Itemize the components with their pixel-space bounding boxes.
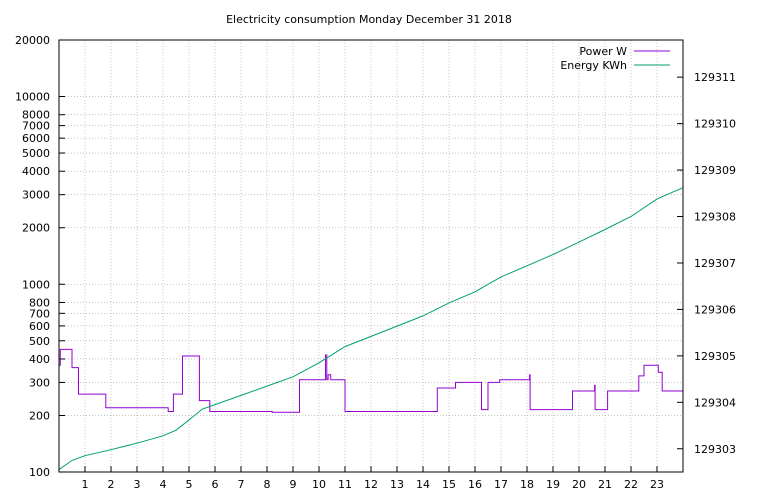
y-tick-label: 6000 bbox=[22, 132, 50, 145]
y2-tick-label: 129311 bbox=[694, 71, 736, 84]
y-tick-label: 5000 bbox=[22, 147, 50, 160]
x-tick-label: 7 bbox=[238, 478, 245, 491]
x-tick-label: 4 bbox=[160, 478, 167, 491]
y-tick-label: 100 bbox=[29, 466, 50, 479]
x-tick-label: 17 bbox=[494, 478, 508, 491]
x-axis-ticks: 1 2 3 4 5 6 7 8 9 10 11 12 13 14 15 16 17 18 19 20 21 22 23 bbox=[82, 466, 664, 491]
x-tick-label: 12 bbox=[364, 478, 378, 491]
y2-tick-label: 129303 bbox=[694, 443, 736, 456]
legend-label: Power W bbox=[579, 45, 627, 58]
x-tick-label: 22 bbox=[624, 478, 638, 491]
gridlines bbox=[59, 39, 683, 473]
y-tick-label: 1000 bbox=[22, 278, 50, 291]
x-tick-label: 15 bbox=[442, 478, 456, 491]
y2-tick-label: 129306 bbox=[694, 303, 736, 316]
y-tick-label: 700 bbox=[29, 307, 50, 320]
x-tick-label: 19 bbox=[546, 478, 560, 491]
y2-tick-label: 129304 bbox=[694, 396, 736, 409]
y2-tick-label: 129309 bbox=[694, 164, 736, 177]
x-tick-label: 3 bbox=[134, 478, 141, 491]
x-tick-label: 8 bbox=[264, 478, 271, 491]
chart-title: Electricity consumption Monday December … bbox=[226, 13, 512, 26]
y-tick-label: 600 bbox=[29, 320, 50, 333]
x-tick-label: 21 bbox=[598, 478, 612, 491]
y-tick-label: 3000 bbox=[22, 189, 50, 202]
series-layer bbox=[58, 187, 684, 471]
y-tick-label: 7000 bbox=[22, 120, 50, 133]
y2-tick-label: 129307 bbox=[694, 257, 736, 270]
y-tick-label: 10000 bbox=[15, 91, 50, 104]
x-tick-label: 13 bbox=[390, 478, 404, 491]
x-tick-label: 18 bbox=[520, 478, 534, 491]
series-line-power-w bbox=[59, 348, 683, 413]
x-tick-label: 14 bbox=[416, 478, 430, 491]
series-line-energy-kwh bbox=[58, 187, 684, 471]
x-tick-label: 2 bbox=[108, 478, 115, 491]
y-tick-label: 4000 bbox=[22, 165, 50, 178]
y2-tick-label: 129310 bbox=[694, 118, 736, 131]
legend-label: Energy KWh bbox=[560, 59, 627, 72]
y-tick-label: 2000 bbox=[22, 222, 50, 235]
x-tick-label: 23 bbox=[650, 478, 664, 491]
x-tick-label: 11 bbox=[338, 478, 352, 491]
y-tick-label: 300 bbox=[29, 376, 50, 389]
x-tick-label: 20 bbox=[572, 478, 586, 491]
x-tick-label: 1 bbox=[82, 478, 89, 491]
x-tick-label: 6 bbox=[212, 478, 219, 491]
x-tick-label: 5 bbox=[186, 478, 193, 491]
y-tick-label: 8000 bbox=[22, 109, 50, 122]
x-tick-label: 9 bbox=[290, 478, 297, 491]
plot-frame bbox=[58, 39, 684, 473]
y-tick-label: 200 bbox=[29, 409, 50, 422]
y2-tick-label: 129308 bbox=[694, 211, 736, 224]
y2-tick-label: 129305 bbox=[694, 350, 736, 363]
y-tick-label: 800 bbox=[29, 296, 50, 309]
y-tick-label: 400 bbox=[29, 353, 50, 366]
y-tick-label: 20000 bbox=[15, 34, 50, 47]
x-tick-label: 10 bbox=[312, 478, 326, 491]
y-tick-label: 500 bbox=[29, 335, 50, 348]
y2-axis-ticks: 129303 129304 129305 129306 129307 129308 1293… bbox=[677, 71, 736, 456]
x-tick-label: 16 bbox=[468, 478, 482, 491]
